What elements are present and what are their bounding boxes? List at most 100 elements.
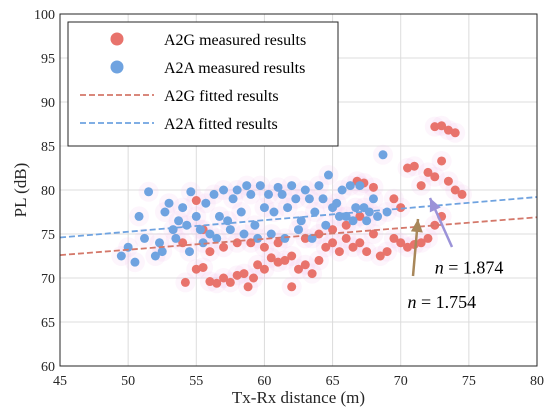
a2a-measured-results-point bbox=[182, 220, 192, 230]
a2a-measured-results-point bbox=[219, 185, 229, 195]
x-axis-label: Tx-Rx distance (m) bbox=[232, 388, 365, 407]
y-tick-label: 75 bbox=[41, 228, 55, 243]
plot-marks bbox=[59, 115, 538, 297]
a2a-measured-results-point bbox=[201, 198, 211, 208]
a2g-measured-results-point bbox=[334, 247, 344, 257]
a2g-measured-results-point bbox=[314, 229, 324, 239]
a2a-measured-results-point bbox=[255, 181, 265, 191]
annotation-label: n = 1.754 bbox=[408, 292, 477, 312]
a2a-measured-results-point bbox=[150, 251, 160, 261]
a2a-measured-results-point bbox=[253, 233, 263, 243]
a2a-measured-results-point bbox=[318, 194, 328, 204]
a2a-measured-results-point bbox=[264, 189, 274, 199]
a2g-measured-results-point bbox=[457, 189, 467, 199]
a2g-measured-results-point bbox=[355, 238, 365, 248]
a2g-measured-results-point bbox=[450, 128, 460, 138]
a2a-measured-results-point bbox=[168, 225, 178, 235]
a2g-measured-results-point bbox=[205, 277, 215, 287]
a2a-measured-results-point bbox=[280, 233, 290, 243]
a2g-measured-results-point bbox=[266, 253, 276, 263]
a2g-measured-results-point bbox=[191, 264, 201, 274]
a2g-measured-results-point bbox=[341, 220, 351, 230]
annotation-label: n = 1.874 bbox=[435, 258, 504, 278]
annotation-arrow-head bbox=[410, 219, 423, 233]
a2g-measured-results-point bbox=[389, 233, 399, 243]
a2a-measured-results-point bbox=[209, 189, 219, 199]
a2g-measured-results-point bbox=[341, 233, 351, 243]
a2a-measured-results-point bbox=[348, 216, 358, 226]
a2a-measured-results-point bbox=[321, 220, 331, 230]
a2g-measured-results-point bbox=[423, 233, 433, 243]
a2a-measured-results-point bbox=[287, 181, 297, 191]
a2a-measured-results-point bbox=[291, 194, 301, 204]
a2a-measured-results-point bbox=[205, 229, 215, 239]
a2a-measured-results-point bbox=[373, 211, 383, 221]
a2a-measured-results-point bbox=[362, 216, 372, 226]
a2a-measured-results-point bbox=[139, 233, 149, 243]
a2a-measured-results-point bbox=[174, 216, 184, 226]
y-tick-label: 90 bbox=[41, 96, 55, 111]
a2g-measured-results-point bbox=[280, 255, 290, 265]
a2a-measured-results-point bbox=[116, 251, 126, 261]
a2a-measured-results-point bbox=[337, 185, 347, 195]
a2g-measured-results-point bbox=[450, 185, 460, 195]
y-tick-label: 100 bbox=[34, 8, 55, 23]
a2a-measured-results-point bbox=[345, 181, 355, 191]
a2g-measured-results-point bbox=[180, 277, 190, 287]
annotation-symbol: n bbox=[435, 258, 444, 278]
a2a-measured-results-point bbox=[157, 247, 167, 257]
a2a-measured-results-point bbox=[154, 238, 164, 248]
a2g-measured-results-point bbox=[416, 181, 426, 191]
annotation-symbol: n bbox=[408, 292, 417, 312]
a2a-measured-results-point bbox=[378, 150, 388, 160]
a2g-measured-results-point bbox=[273, 238, 283, 248]
a2g-measured-results-point bbox=[253, 260, 263, 270]
y-axis-label: PL (dB) bbox=[11, 163, 30, 218]
tick-labels: 45 50 55 60 65 70 75 80 60 65 70 75 80 85 90 95 100 bbox=[34, 8, 544, 389]
a2g-measured-results-point bbox=[219, 242, 229, 252]
a2a-measured-results-point bbox=[214, 211, 224, 221]
a2g-measured-results-point bbox=[382, 247, 392, 257]
a2a-measured-results-point bbox=[294, 225, 303, 235]
a2g-measured-results-point bbox=[225, 277, 235, 287]
a2g-measured-results-point bbox=[287, 282, 297, 292]
a2g-measured-results-point bbox=[355, 211, 365, 221]
a2g-measured-results-point bbox=[430, 122, 440, 132]
a2a-measured-results-point bbox=[212, 233, 222, 243]
a2g-measured-results-point bbox=[328, 225, 338, 235]
a2g-measured-results-point bbox=[328, 238, 338, 248]
a2a-measured-results-point bbox=[277, 189, 287, 199]
a2a-measured-results-point bbox=[191, 211, 201, 221]
a2a-measured-results-point bbox=[186, 187, 196, 197]
a2a-measured-results-point bbox=[368, 194, 378, 204]
a2a-measured-results-point bbox=[178, 203, 188, 213]
x-tick-label: 60 bbox=[257, 374, 271, 389]
a2a-measured-results-point bbox=[314, 181, 324, 191]
legend-label-a2g-fitted-results: A2G fitted results bbox=[164, 88, 279, 105]
a2a-measured-results-point bbox=[134, 211, 144, 221]
x-tick-label: 45 bbox=[53, 374, 67, 389]
a2a-measured-results-point bbox=[195, 225, 205, 235]
a2a-measured-results-point bbox=[144, 187, 154, 197]
a2g-measured-results-point bbox=[443, 176, 453, 186]
a2a-measured-results-point bbox=[355, 181, 365, 191]
a2g-measured-results-point bbox=[368, 229, 378, 239]
a2g-measured-results-point bbox=[259, 264, 269, 274]
a2a-measured-results-point bbox=[164, 198, 174, 208]
a2g-measured-results-point bbox=[368, 182, 378, 192]
annotation-value: = 1.754 bbox=[417, 292, 477, 312]
annotation-value: = 1.874 bbox=[444, 258, 504, 278]
a2g-measured-results-point bbox=[259, 242, 269, 252]
a2g-measured-results-point bbox=[307, 269, 317, 279]
plot-frame bbox=[59, 13, 538, 367]
a2a-measured-results-point bbox=[239, 229, 249, 239]
a2a-measured-results-point bbox=[228, 194, 238, 204]
a2a-measured-results-point bbox=[130, 257, 140, 267]
a2g-measured-results-point bbox=[437, 121, 447, 131]
a2g-measured-results-point bbox=[430, 172, 440, 182]
legend-label-a2a-fitted-results: A2A fitted results bbox=[164, 116, 278, 133]
a2g-measured-results-point bbox=[249, 273, 259, 283]
a2g-measured-results-point bbox=[396, 203, 406, 213]
